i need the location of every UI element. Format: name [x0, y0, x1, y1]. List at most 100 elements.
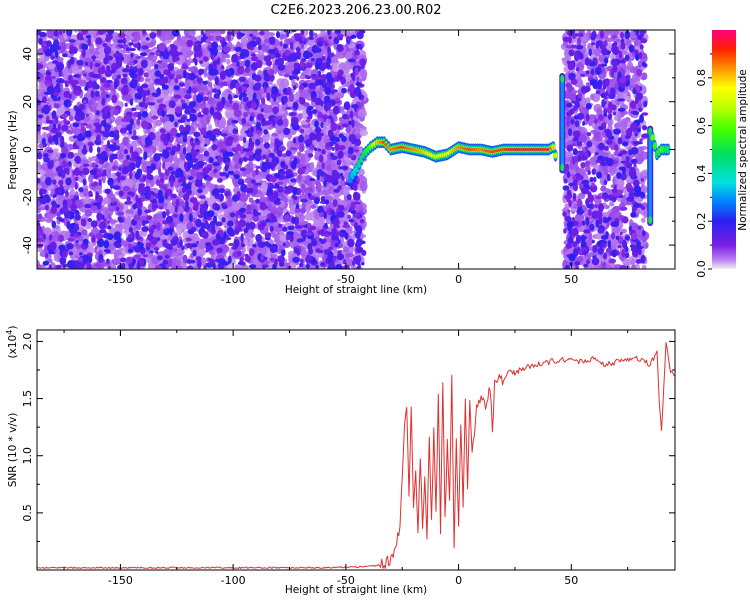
noise-cell [87, 30, 98, 35]
noise-cell [217, 156, 223, 164]
noise-cell [111, 67, 116, 74]
noise-cell [301, 35, 306, 42]
noise-cell [331, 89, 338, 93]
noise-cell [307, 52, 313, 58]
noise-cell [43, 105, 50, 115]
noise-cell [206, 176, 213, 182]
noise-cell [357, 109, 367, 118]
noise-cell [219, 70, 226, 80]
noise-cell [217, 178, 223, 183]
noise-cell [84, 209, 93, 217]
noise-cell [141, 45, 149, 50]
noise-cell [60, 135, 65, 143]
noise-cell [278, 223, 283, 228]
noise-cell [74, 105, 79, 112]
noise-cell [242, 136, 247, 144]
noise-cell [332, 247, 337, 252]
noise-cell [281, 249, 286, 257]
noise-cell [101, 154, 109, 162]
noise-cell [188, 176, 194, 181]
noise-cell [359, 180, 368, 192]
noise-cell [116, 74, 122, 80]
noise-cell [138, 183, 146, 188]
noise-cell [307, 153, 314, 158]
noise-cell [332, 141, 337, 145]
noise-cell [66, 129, 72, 134]
noise-cell [301, 175, 307, 181]
noise-cell [49, 241, 57, 251]
noise-cell [224, 109, 234, 119]
noise-cell [320, 121, 324, 129]
noise-cell [132, 203, 137, 210]
noise-cell [355, 81, 362, 87]
noise-cell [315, 181, 322, 193]
noise-cell [145, 37, 150, 41]
noise-cell [88, 193, 94, 197]
noise-cell [97, 67, 106, 75]
noise-cell [268, 68, 275, 76]
noise-cell [252, 84, 261, 91]
noise-cell [117, 216, 124, 222]
noise-cell [339, 233, 345, 238]
noise-cell [271, 132, 278, 137]
noise-cell [158, 206, 164, 210]
noise-cell [318, 154, 324, 163]
noise-cell [346, 193, 352, 201]
noise-cell [315, 264, 319, 269]
noise-cell [137, 67, 144, 76]
noise-cell [48, 251, 56, 255]
noise-cell [290, 207, 296, 214]
noise-cell [274, 58, 280, 66]
noise-cell [48, 137, 53, 144]
noise-cell [327, 102, 331, 111]
noise-cell [106, 65, 111, 72]
noise-cell [91, 73, 99, 79]
noise-cell [230, 213, 236, 217]
noise-cell [355, 123, 364, 129]
noise-cell [285, 174, 293, 179]
noise-cell [252, 210, 259, 217]
noise-cell [148, 226, 155, 235]
noise-cell [96, 146, 101, 154]
noise-cell [185, 147, 193, 152]
noise-cell [140, 59, 148, 69]
noise-cell [156, 30, 162, 36]
noise-cell [322, 173, 329, 177]
noise-cell [254, 74, 262, 82]
noise-cell [85, 113, 90, 117]
noise-cell [72, 122, 80, 128]
spectrogram-cells [37, 30, 671, 269]
noise-cell [103, 106, 111, 112]
noise-cell [248, 264, 257, 269]
noise-cell [242, 156, 247, 162]
noise-cell [343, 246, 349, 253]
noise-cell [129, 98, 134, 106]
noise-cell [337, 145, 346, 151]
noise-cell [41, 126, 49, 130]
noise-cell [98, 179, 102, 186]
noise-cell [94, 128, 102, 133]
noise-cell [155, 51, 161, 57]
noise-cell [298, 134, 304, 143]
noise-cell [157, 42, 166, 52]
noise-cell [191, 142, 196, 149]
noise-cell [48, 235, 53, 241]
noise-cell [213, 168, 218, 174]
noise-cell [95, 110, 100, 116]
noise-cell [300, 42, 304, 50]
noise-cell [142, 220, 150, 224]
noise-cell [75, 240, 79, 244]
noise-cell [85, 130, 92, 138]
noise-cell [238, 219, 247, 228]
noise-cell [53, 30, 59, 37]
noise-cell [58, 57, 64, 62]
noise-cell [173, 213, 178, 218]
noise-cell [39, 31, 47, 38]
noise-cell [214, 76, 219, 86]
noise-cell [202, 96, 209, 101]
noise-cell [161, 110, 166, 118]
noise-cell [62, 68, 68, 77]
noise-cell [102, 119, 107, 128]
noise-cell [225, 53, 231, 59]
